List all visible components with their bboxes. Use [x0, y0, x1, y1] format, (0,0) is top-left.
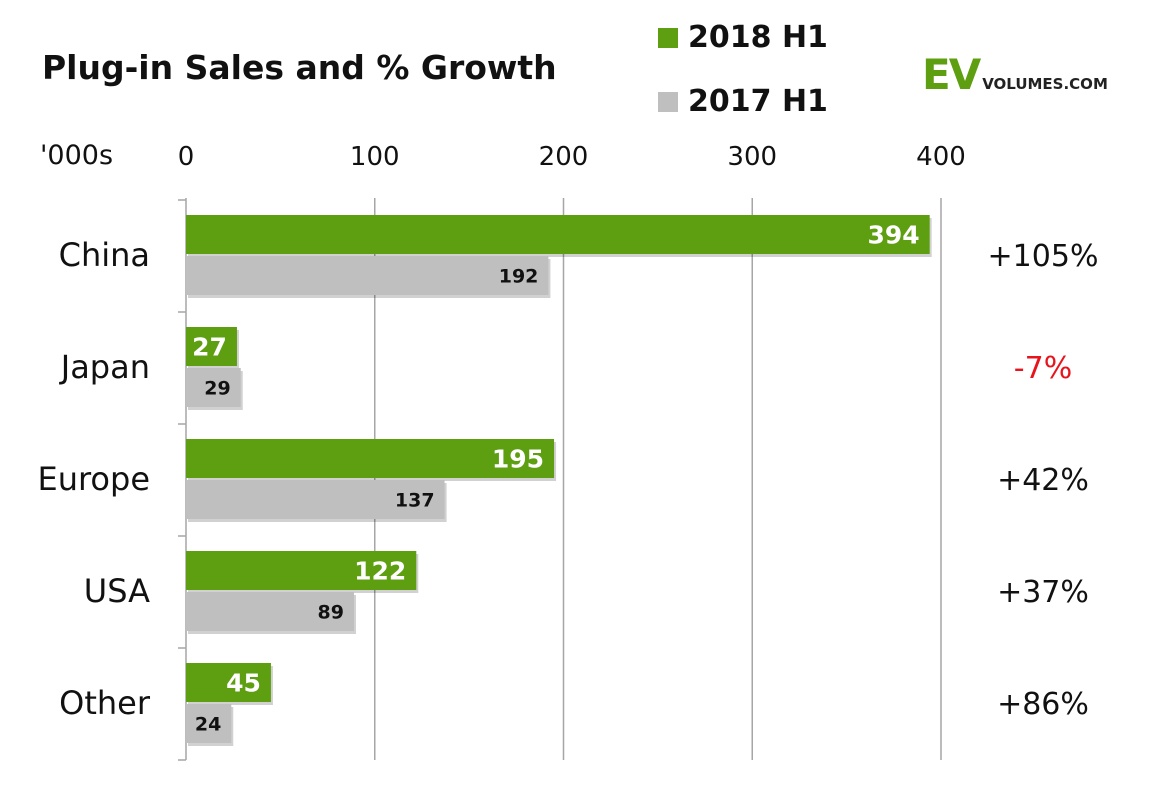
growth-label-other: +86% — [997, 687, 1089, 722]
legend-label-2017: 2017 H1 — [688, 84, 828, 119]
growth-label-japan: -7% — [1014, 351, 1072, 386]
legend-swatch-2017 — [658, 91, 678, 112]
data-label-europe-0: 195 — [492, 445, 544, 474]
unit-label: '000s — [40, 140, 114, 171]
data-label-japan-0: 27 — [192, 333, 227, 362]
bar-usa-1 — [186, 592, 354, 631]
bar-usa-0 — [186, 551, 417, 590]
bar-japan-0 — [186, 327, 237, 366]
legend-item-2017: 2017 H1 — [658, 84, 828, 119]
bar-other-0 — [186, 663, 271, 702]
data-label-china-0: 394 — [867, 221, 919, 250]
bar-europe-1 — [186, 480, 445, 519]
x-tick-label-0: 0 — [178, 142, 195, 172]
data-label-other-1: 24 — [195, 714, 221, 736]
growth-label-europe: +42% — [997, 463, 1089, 498]
data-label-other-0: 45 — [226, 669, 261, 698]
chart-title: Plug-in Sales and % Growth — [42, 48, 557, 87]
data-label-china-1: 192 — [499, 266, 539, 288]
x-tick-label-200: 200 — [539, 142, 589, 172]
logo-ev-text: EV — [922, 50, 981, 99]
bar-china-1 — [186, 256, 549, 295]
ev-volumes-logo: EV VOLUMES.COM — [922, 50, 1108, 99]
category-label-usa: USA — [84, 572, 150, 610]
legend-label-2018: 2018 H1 — [688, 20, 828, 55]
category-label-japan: Japan — [59, 348, 150, 386]
x-tick-label-100: 100 — [350, 142, 400, 172]
bar-japan-1 — [186, 368, 241, 407]
legend-swatch-2018 — [658, 27, 678, 48]
bar-china-0 — [186, 215, 930, 254]
bar-europe-0 — [186, 439, 555, 478]
growth-label-usa: +37% — [997, 575, 1089, 610]
x-tick-label-400: 400 — [916, 142, 966, 172]
category-label-china: China — [59, 236, 150, 274]
growth-label-china: +105% — [988, 239, 1099, 274]
data-label-usa-1: 89 — [318, 602, 344, 624]
category-label-europe: Europe — [37, 460, 150, 498]
logo-domain-text: VOLUMES.COM — [982, 75, 1108, 93]
data-label-usa-0: 122 — [354, 557, 406, 586]
bar-other-1 — [186, 704, 232, 743]
legend-item-2018: 2018 H1 — [658, 20, 828, 55]
category-label-other: Other — [59, 684, 151, 722]
data-label-europe-1: 137 — [395, 490, 435, 512]
x-tick-label-300: 300 — [727, 142, 777, 172]
data-label-japan-1: 29 — [204, 378, 230, 400]
